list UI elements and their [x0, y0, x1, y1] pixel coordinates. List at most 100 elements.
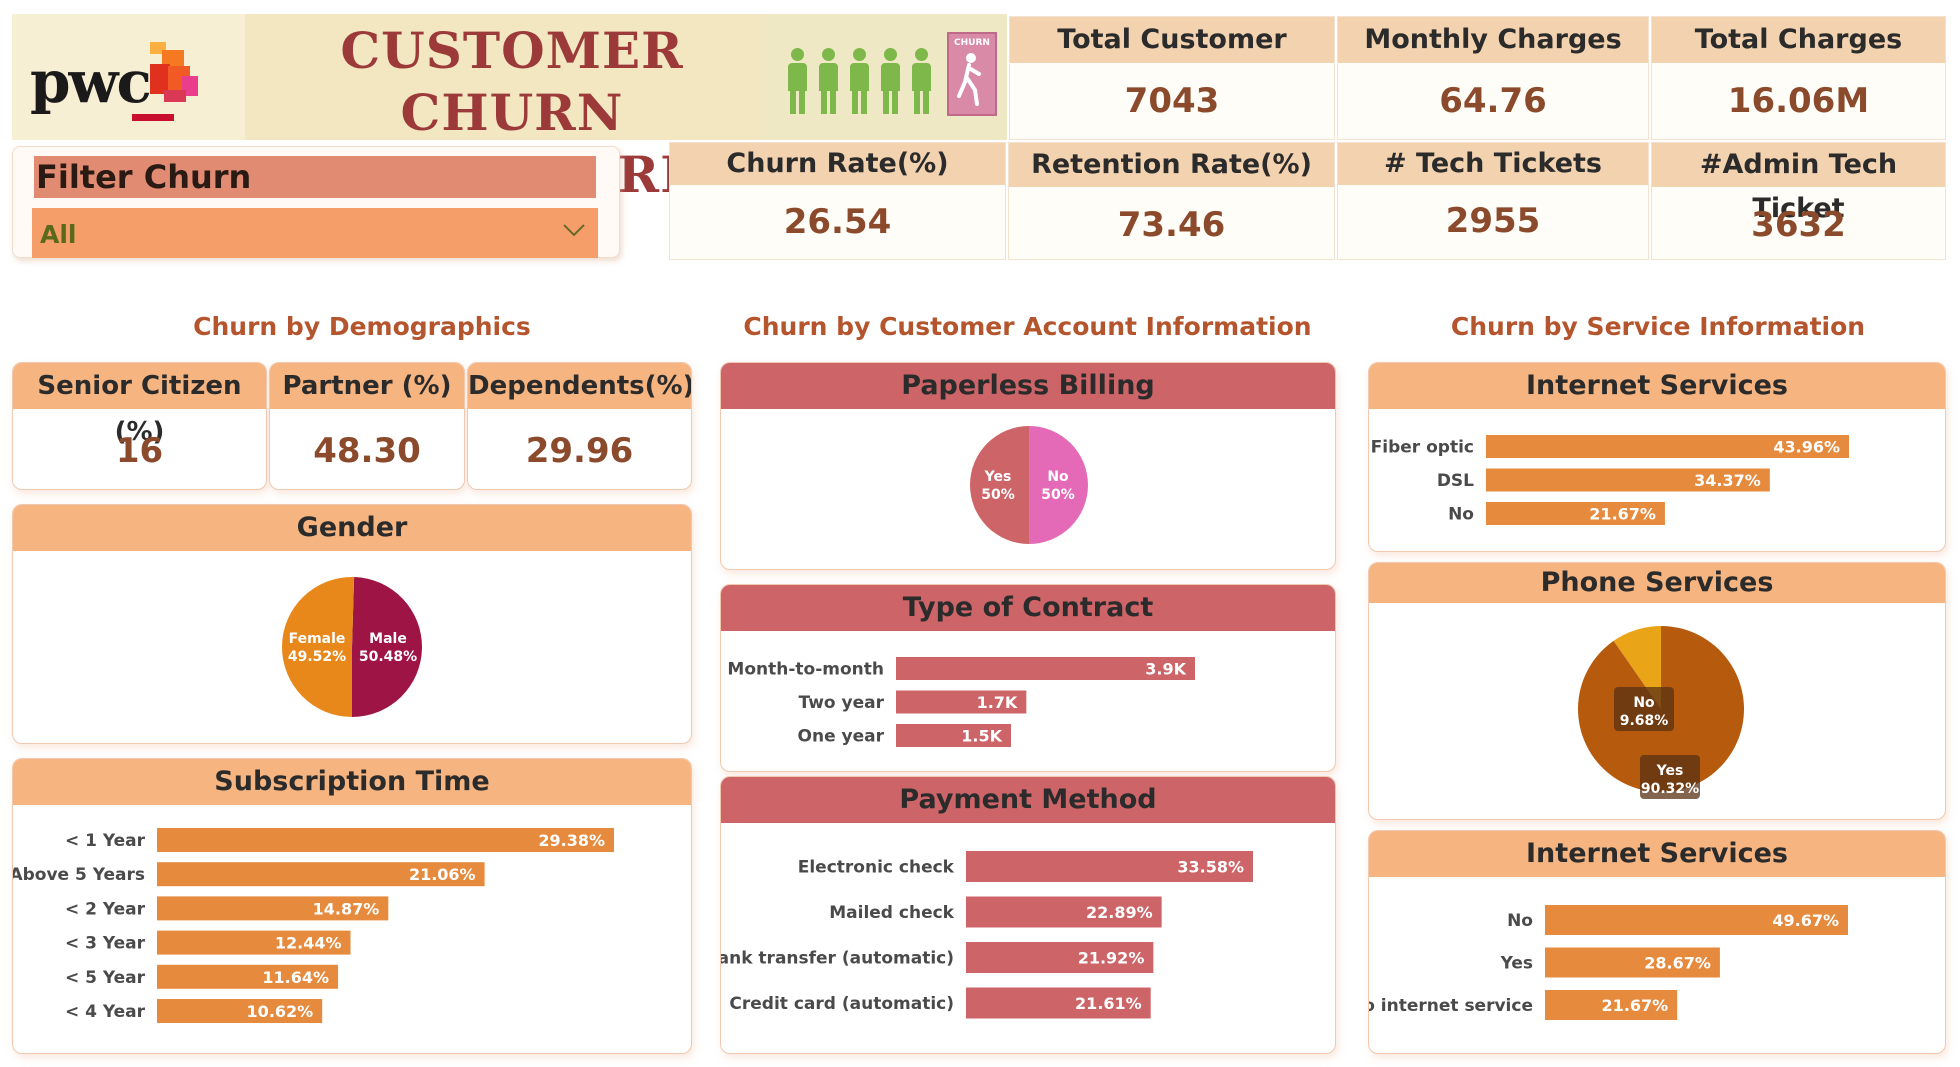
category-label: Two year: [799, 693, 885, 713]
pie-slice[interactable]: [1029, 426, 1088, 544]
data-label: 43.96%: [1773, 438, 1840, 457]
kpi-tech-tickets: # Tech Tickets 2955: [1337, 142, 1649, 260]
pie-slice[interactable]: [281, 577, 355, 717]
internet-services-panel-2: Internet Services No 49.67% Yes 28.67% No in…: [1368, 830, 1946, 1054]
data-label: 49.67%: [1772, 911, 1839, 930]
bar[interactable]: [157, 896, 389, 921]
data-label: 14.87%: [313, 899, 380, 918]
kpi-admin-tech-ticket: #Admin Tech Ticket 3632: [1651, 142, 1946, 260]
kpi-retention-rate: Retention Rate(%) 73.46: [1008, 142, 1335, 260]
slice-value: 49.52%: [288, 649, 346, 665]
bar[interactable]: [1486, 468, 1770, 492]
chevron-down-icon[interactable]: [562, 222, 586, 238]
category-label: < 1 Year: [65, 831, 146, 851]
logo-block: [162, 50, 184, 68]
category-label: No: [1507, 911, 1533, 931]
kpi-monthly-charges: Monthly Charges 64.76: [1337, 16, 1649, 140]
data-label: 21.06%: [409, 865, 476, 884]
bar[interactable]: [966, 896, 1162, 928]
card-label: Senior Citizen (%): [13, 363, 266, 447]
bar[interactable]: [1486, 502, 1665, 525]
data-label: 10.62%: [247, 1002, 314, 1021]
card-label: Partner (%): [270, 363, 464, 409]
kpi-label: Retention Rate(%): [1009, 143, 1334, 187]
kpi-label: Monthly Charges: [1338, 17, 1648, 63]
phone-services-panel: Phone Services No 9.68% Yes 90.32%: [1368, 562, 1946, 820]
category-label: < 4 Year: [65, 1002, 146, 1022]
payment-bar-chart: Electronic check 33.58% Mailed check 22.89%…: [721, 851, 1253, 1019]
logo-underline: [132, 114, 174, 121]
filter-churn-dropdown[interactable]: All: [32, 208, 598, 258]
bar[interactable]: [966, 942, 1154, 973]
kpi-value: 7043: [1124, 81, 1220, 121]
bar[interactable]: [157, 930, 351, 955]
category-label: No internet service: [1369, 996, 1533, 1016]
category-label: One year: [798, 727, 885, 747]
data-label: 11.64%: [262, 968, 329, 987]
data-label: 33.58%: [1177, 858, 1244, 877]
pie-slice[interactable]: [970, 426, 1029, 544]
slice-value: 50%: [1041, 487, 1075, 503]
panel-title: Type of Contract: [721, 585, 1335, 631]
bar[interactable]: [966, 851, 1253, 882]
bar[interactable]: [157, 999, 323, 1023]
kpi-value: 26.54: [783, 202, 892, 242]
category-label: Mailed check: [829, 903, 954, 923]
bar[interactable]: [1545, 905, 1848, 935]
paperless-billing-panel: Paperless Billing Yes 50% No 50%: [720, 362, 1336, 570]
bar[interactable]: [1545, 947, 1720, 978]
payment-method-panel: Payment Method Electronic check 33.58% Mai…: [720, 776, 1336, 1054]
title-area: [245, 14, 765, 140]
kpi-total-customer: Total Customer 7043: [1009, 16, 1335, 140]
category-label: Above 5 Years: [13, 865, 145, 885]
phone-services-pie-chart: No 9.68% Yes 90.32%: [1578, 626, 1744, 799]
category-label: < 5 Year: [65, 968, 146, 988]
card-value: 16: [115, 431, 164, 471]
kpi-churn-rate: Churn Rate(%) 26.54: [669, 142, 1006, 260]
pie-slice[interactable]: [352, 577, 422, 717]
gender-pie-chart: Female 49.52% Male 50.48%: [281, 577, 422, 717]
panel-title: Internet Services: [1369, 831, 1945, 877]
category-label: Month-to-month: [727, 660, 884, 680]
data-label: 21.61%: [1075, 994, 1142, 1013]
bar[interactable]: [1486, 435, 1849, 458]
category-label: < 3 Year: [65, 934, 146, 954]
contract-type-panel: Type of Contract Month-to-month 3.9K Two y…: [720, 584, 1336, 772]
logo-block: [164, 90, 186, 102]
panel-title: Internet Services: [1369, 363, 1945, 409]
person-icon: [908, 48, 934, 114]
kpi-label: Total Customer: [1010, 17, 1334, 63]
slice-value: 9.68%: [1620, 713, 1669, 729]
category-label: DSL: [1437, 471, 1474, 491]
bar[interactable]: [157, 828, 614, 852]
bar[interactable]: [1545, 990, 1678, 1020]
data-label: 21.67%: [1589, 505, 1656, 524]
partner-card: Partner (%) 48.30: [269, 362, 465, 490]
kpi-value: 73.46: [1117, 205, 1226, 245]
bar[interactable]: [896, 690, 1027, 714]
slice-value: 50%: [981, 487, 1015, 503]
bar[interactable]: [157, 964, 339, 989]
internet-services-bar-chart-2: No 49.67% Yes 28.67% No internet service 21.6…: [1369, 905, 1848, 1020]
bar[interactable]: [966, 987, 1151, 1019]
bar[interactable]: [157, 862, 485, 887]
bar[interactable]: [896, 657, 1195, 680]
dependents-card: Dependents(%) 29.96: [467, 362, 692, 490]
bar[interactable]: [896, 724, 1011, 747]
kpi-total-charges: Total Charges 16.06M: [1651, 16, 1946, 140]
person-icon: [815, 48, 841, 114]
subscription-bar-chart: < 1 Year 29.38% Above 5 Years 21.06% < 2 Yea…: [13, 828, 614, 1023]
kpi-value: 2955: [1445, 201, 1541, 241]
logo-text: pwc: [30, 48, 152, 116]
slice-label: Yes: [984, 469, 1012, 485]
walking-person-icon: [957, 53, 981, 106]
kpi-label: Churn Rate(%): [670, 143, 1005, 185]
logo-block: [150, 64, 170, 94]
senior-citizen-card: Senior Citizen (%) 16: [12, 362, 267, 490]
churn-door-icon: CHURN: [947, 32, 997, 116]
data-label-background: [1614, 687, 1674, 731]
card-value: 48.30: [313, 431, 421, 471]
panel-title: Payment Method: [721, 777, 1335, 823]
internet-services-panel: Internet Services Fiber optic 43.96% DSL 34…: [1368, 362, 1946, 552]
data-label: 1.5K: [961, 727, 1002, 746]
